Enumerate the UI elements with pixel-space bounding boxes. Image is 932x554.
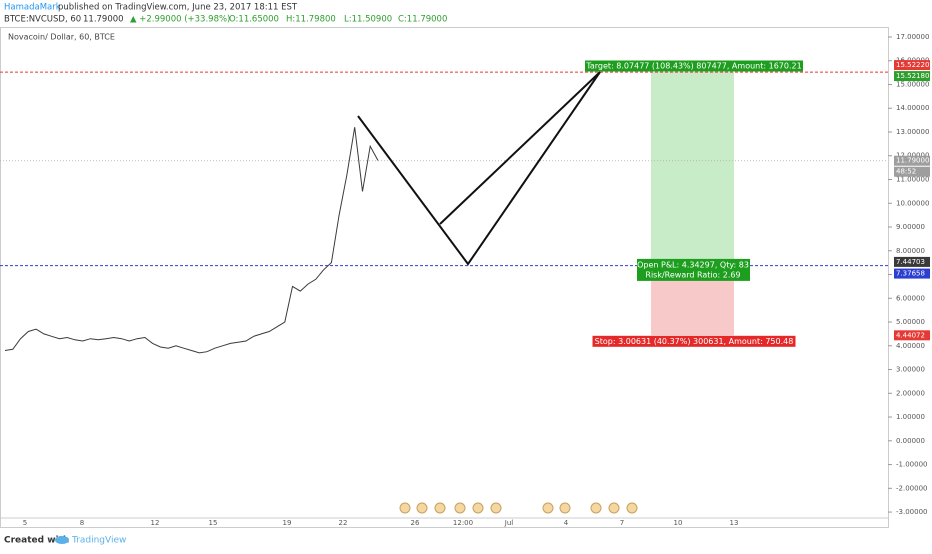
y-tick-label: 9.00000 [896,223,925,231]
countdown-box [894,166,930,177]
countdown: 48:52 [896,168,916,176]
price-tag [894,71,930,82]
target-label: Target: 8.07477 (108.43%) 807477, Amount… [585,62,801,71]
chart-title: Novacoin/ Dollar, 60, BTCE [8,33,115,42]
y-tick-label: 10.00000 [896,199,929,207]
logo [55,536,69,544]
x-tick-label: 10 [674,519,683,527]
y-tick-label: 3.00000 [896,366,925,374]
y-tick-label: 1.00000 [896,413,925,421]
y-tick-label: 11.00000 [896,176,929,184]
event-icon [472,502,484,514]
price-tag [894,60,930,71]
author[interactable]: HamadaMark [4,3,61,13]
y-tick-label: 2.00000 [896,389,925,397]
event-icon [559,502,571,514]
price-tag-label: 15.52220 [896,61,929,69]
x-tick-label: 12:00 [453,519,473,527]
event-icon [490,502,502,514]
price-tag-label: 15.52180 [896,72,929,80]
pnl-label: Open P&L: 4.34297, Qty: 83 [637,260,749,269]
x-tick-label: 4 [564,519,569,527]
y-tick-label: 0.00000 [896,437,925,445]
x-tick-label: 22 [339,519,348,527]
y-tick-label: 15.00000 [896,80,929,88]
price-tag [894,330,930,341]
price-tag-label: 11.79000 [896,157,929,165]
event-icon [626,502,638,514]
last: 11.79000 [83,15,124,25]
price-tag [894,155,930,166]
y-tick-label: -2.00000 [896,484,927,492]
price-tag-label: 4.44072 [896,331,925,339]
pnl-box [637,258,750,281]
published: published on TradingView.com, June 23, 2… [58,3,298,13]
x-tick-label: 15 [209,519,218,527]
y-tick-label: 4.00000 [896,342,925,350]
chart-frame [0,27,889,528]
change: ▲ +2.99000 (+33.98%) [130,15,230,25]
target-label-box [585,60,803,72]
stop-label: Stop: 3.00631 (40.37%) 300631, Amount: 7… [595,337,794,346]
x-tick-label: 7 [620,519,624,527]
price-tag-label: 7.44703 [896,258,925,266]
target-zone [651,72,734,264]
ratio-label: Risk/Reward Ratio: 2.69 [645,270,740,279]
y-tick-label: 13.00000 [896,128,929,136]
x-tick-label: 5 [23,519,27,527]
y-tick-label: -3.00000 [896,508,927,516]
event-icon [542,502,554,514]
price-line-series [4,127,379,354]
y-tick-label: 5.00000 [896,318,925,326]
x-tick-label: 13 [730,519,739,527]
open: O:11.65000 [229,15,279,25]
x-tick-label: 19 [283,519,292,527]
price-tag [894,256,930,267]
event-icon [608,502,620,514]
close: C:11.79000 [398,15,447,25]
event-icon [590,502,602,514]
price-tag-label: 7.37658 [896,270,925,278]
y-tick-label: 14.00000 [896,104,929,112]
event-icon [434,502,446,514]
event-icon [454,502,466,514]
low: L:11.50900 [344,15,392,25]
x-tick-label: 26 [411,519,420,527]
symbol: BTCE:NVCUSD, 60 [4,15,81,25]
event-icon [399,502,411,514]
pattern-drawing [357,71,601,266]
y-tick-label: 6.00000 [896,294,925,302]
stop-label-box [592,335,796,347]
y-tick-label: 17.00000 [896,33,929,41]
x-tick-label: 12 [151,519,160,527]
high: H:11.79800 [286,15,336,25]
x-tick-label: Jul [504,519,514,527]
x-tick-label: 8 [80,519,84,527]
y-tick-label: 8.00000 [896,247,925,255]
footer-created: Created with [4,536,69,546]
footer-brand[interactable]: TradingView [71,536,126,546]
y-tick-label: -1.00000 [896,461,927,469]
event-icon [416,502,428,514]
price-tag [894,268,930,279]
